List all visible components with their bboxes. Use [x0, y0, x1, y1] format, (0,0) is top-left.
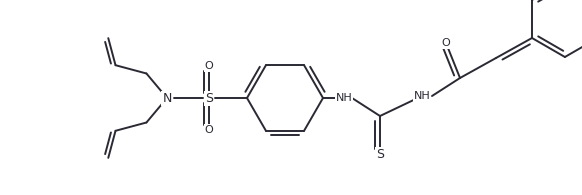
Text: S: S [376, 147, 384, 160]
Text: O: O [442, 38, 450, 48]
Text: N: N [162, 91, 172, 105]
Text: O: O [205, 125, 214, 135]
Text: S: S [205, 91, 213, 105]
Text: O: O [205, 61, 214, 71]
Text: NH: NH [414, 91, 430, 101]
Text: NH: NH [336, 93, 352, 103]
